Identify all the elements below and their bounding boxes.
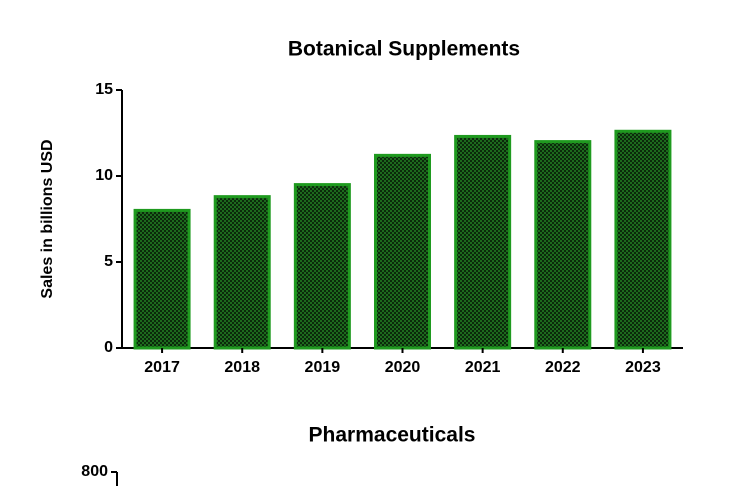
bar	[614, 129, 672, 350]
x-tick-label: 2017	[144, 359, 180, 376]
y-tick-label: 0	[104, 339, 113, 356]
y-tick-label: 15	[95, 81, 113, 98]
chart-title: Pharmaceuticals	[309, 424, 476, 447]
y-tick-label: 10	[95, 167, 113, 184]
x-tick-label: 2021	[465, 359, 501, 376]
x-tick-label: 2020	[385, 359, 421, 376]
bar	[534, 140, 592, 350]
bar	[454, 134, 512, 350]
x-tick-label: 2019	[305, 359, 341, 376]
bar	[293, 183, 351, 350]
x-tick-label: 2022	[545, 359, 581, 376]
y-axis-label: Sales in billions USD	[39, 139, 56, 298]
y-tick-label: 5	[104, 253, 113, 270]
x-tick-label: 2023	[625, 359, 661, 376]
x-tick-label: 2018	[224, 359, 260, 376]
chart-title: Botanical Supplements	[288, 38, 520, 61]
bar	[374, 153, 431, 350]
bar	[133, 208, 191, 350]
bar	[213, 195, 271, 350]
y-tick-label: 800	[81, 463, 108, 480]
